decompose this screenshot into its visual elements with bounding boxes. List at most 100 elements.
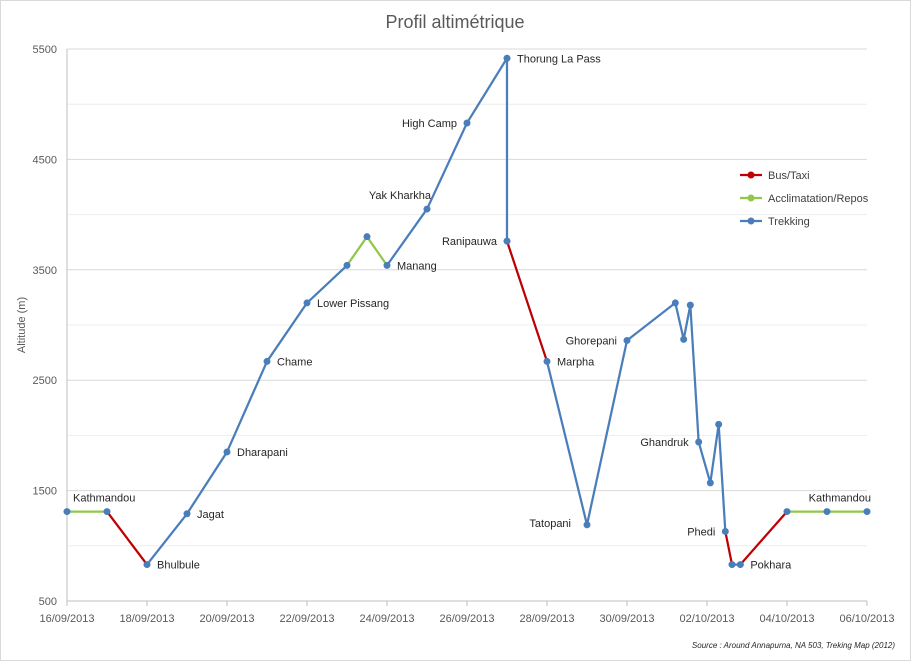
route-point [706,479,714,487]
y-tick-label: 500 [39,596,57,608]
route-point [728,561,736,569]
route-point [463,119,471,127]
legend-swatch-marker [747,171,755,179]
point-label: Marpha [557,356,595,368]
route-point [103,508,111,516]
x-tick-label: 22/09/2013 [279,613,334,625]
route-point [543,357,551,365]
route-segment [145,512,189,566]
y-tick-label: 3500 [33,265,57,277]
x-axis-ticks: 16/09/2013 18/09/2013 20/09/2013 22/09/2013… [39,601,895,625]
x-tick-label: 30/09/2013 [599,613,654,625]
route-segments [65,57,869,566]
route-point [423,205,431,213]
route-point [363,233,371,241]
route-segment [709,423,720,484]
point-label: Ghorepani [566,335,617,347]
route-point [303,299,311,307]
legend-label: Trekking [768,216,810,228]
route-point [263,357,271,365]
x-tick-label: 24/09/2013 [359,613,414,625]
y-axis-ticks: 500 1500 2500 3500 4500 5500 [33,44,57,608]
route-segment [689,304,700,444]
point-label: Tatopani [529,518,571,530]
point-label: Yak Kharkha [369,190,432,202]
route-segment [365,235,389,267]
route-segment [625,301,677,342]
x-tick-label: 18/09/2013 [119,613,174,625]
route-point [721,527,729,535]
legend: Bus/Taxi Acclimatation/Repos Trekking [740,170,869,228]
route-point [783,508,791,516]
legend-swatch-marker [747,217,755,225]
legend-entry: Bus/Taxi [740,170,810,182]
route-point [143,561,151,569]
route-segment [305,264,349,305]
route-point [671,299,679,307]
y-axis-label: Altitude (m) [16,297,28,353]
point-label: Ghandruk [640,437,689,449]
point-label: Bhulbule [157,560,200,572]
route-segment [345,235,369,267]
route-segment [265,301,309,363]
route-segment [682,304,692,341]
point-labels: Kathmandou Bhulbule Jagat Dharapani Chame Low… [73,53,871,571]
legend-entry: Trekking [740,216,810,228]
route-points [63,54,871,569]
point-label: Kathmandou [73,493,135,505]
point-label: Kathmandou [809,493,871,505]
route-segment [697,440,712,484]
source-note: Source : Around Annapurna, NA 503, Treki… [692,641,895,650]
route-point [736,561,744,569]
chart-title: Profil altimétrique [385,12,524,32]
route-segment [545,360,589,526]
legend-label: Acclimatation/Repos [768,193,869,205]
route-segment [505,239,549,363]
point-label: Jagat [197,509,224,521]
route-point [63,508,71,516]
route-segment [717,423,727,533]
x-tick-label: 16/09/2013 [39,613,94,625]
legend-label: Bus/Taxi [768,170,810,182]
route-segment [385,207,429,267]
x-tick-label: 26/09/2013 [439,613,494,625]
y-tick-label: 2500 [33,375,57,387]
route-segment [739,510,789,566]
point-label: Chame [277,356,312,368]
route-point [823,508,831,516]
route-segment [585,339,629,526]
point-label: Ranipauwa [442,236,498,248]
route-point [503,54,511,62]
x-tick-label: 02/10/2013 [679,613,734,625]
y-tick-label: 4500 [33,154,57,166]
route-point [686,301,694,309]
route-segment [225,360,269,454]
route-point [383,261,391,269]
route-segment [465,57,509,125]
x-tick-label: 28/09/2013 [519,613,574,625]
gridlines [66,48,867,602]
route-point [695,438,703,446]
route-point [680,335,688,343]
route-segment [105,510,149,566]
route-segment [425,121,469,211]
route-point [583,521,591,529]
route-segment [674,301,685,341]
legend-swatch-marker [747,194,755,202]
point-label: Pokhara [750,560,792,572]
route-point [623,336,631,344]
route-segment [185,450,229,515]
x-tick-label: 04/10/2013 [759,613,814,625]
point-label: Phedi [687,526,715,538]
point-label: Manang [397,260,437,272]
point-label: Lower Pissang [317,298,389,310]
route-point [183,510,191,518]
x-tick-label: 06/10/2013 [839,613,894,625]
point-label: Dharapani [237,447,288,459]
legend-entry: Acclimatation/Repos [740,193,869,205]
route-point [863,508,871,516]
point-label: Thorung La Pass [517,53,601,65]
y-tick-label: 5500 [33,44,57,56]
